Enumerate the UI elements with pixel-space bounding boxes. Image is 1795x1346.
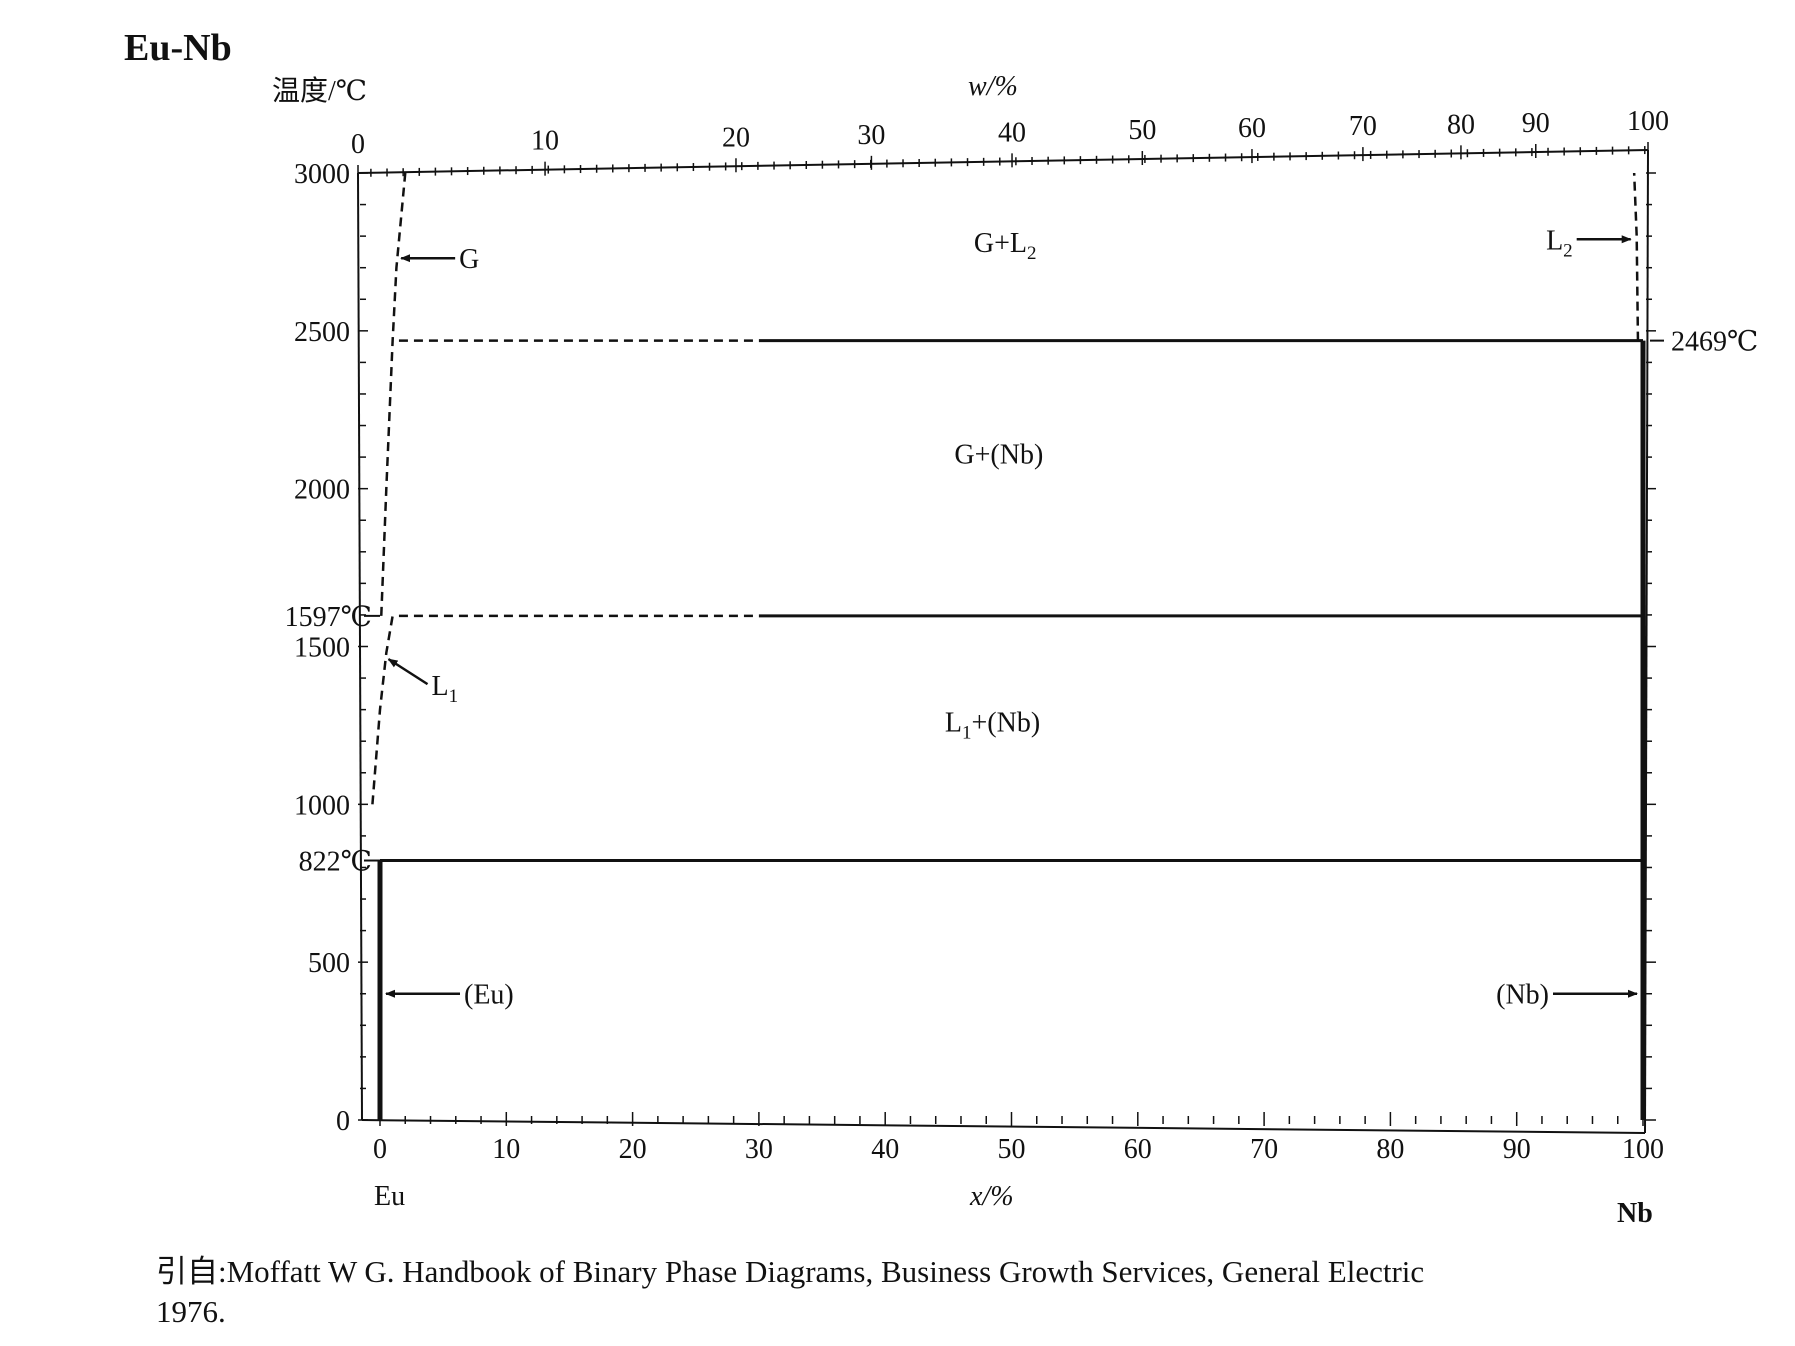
region-subscript: 1: [962, 723, 972, 744]
y-tick-label: 2000: [294, 475, 350, 506]
top-axis-line: [357, 149, 1649, 174]
x-top-tick-label: 100: [1627, 106, 1669, 137]
phase-region-label: G+(Nb): [954, 439, 1043, 470]
y-tick-label: 3000: [294, 159, 350, 190]
phase-region-labels: G+L2 G+(Nb) L1+(Nb): [945, 228, 1043, 744]
bottom-axis-line: [361, 1119, 1646, 1134]
x-top-tick-label: 60: [1238, 113, 1266, 144]
annotation-arrow: [387, 658, 429, 686]
plot-frame: [357, 149, 1649, 1134]
x-top-tick-label: 40: [998, 117, 1026, 148]
axis-ticks: [357, 142, 1656, 1126]
x-bottom-tick-label: 40: [871, 1134, 899, 1165]
phase-region-label: L1+(Nb): [945, 708, 1040, 744]
x-top-tick-label: 50: [1128, 115, 1156, 146]
x-bottom-tick-label: 20: [619, 1134, 647, 1165]
component-left-label: Eu: [374, 1181, 405, 1212]
x-top-axis-label: w/%: [968, 71, 1018, 102]
x-top-tick-label: 20: [722, 122, 750, 153]
special-temperature-labels: 822℃ 1597℃ 2469℃: [285, 327, 1759, 878]
special-temp-label: 2469℃: [1671, 327, 1758, 358]
phase-boundaries: [371, 172, 1646, 1120]
x-top-tick-label: 10: [531, 126, 559, 157]
annotation-subscript: 2: [1563, 240, 1573, 261]
x-bottom-tick-label: 30: [745, 1134, 773, 1165]
boundary-2: [1632, 172, 1640, 341]
x-bottom-tick-label: 10: [492, 1134, 520, 1165]
y-tick-label: 1000: [294, 790, 350, 821]
boundary-1: [371, 615, 394, 805]
x-top-tick-label: 90: [1522, 108, 1550, 139]
x-bottom-axis-label: x/%: [969, 1181, 1014, 1212]
boundary-0: [380, 172, 407, 616]
source-caption-line1: 引自:Moffatt W G. Handbook of Binary Phase…: [156, 1254, 1424, 1289]
y-axis-label: 温度/℃: [272, 75, 367, 107]
component-right-label: Nb: [1617, 1198, 1653, 1229]
annotation-subscript: 1: [449, 686, 459, 707]
annotation-label: (Eu): [464, 980, 514, 1011]
x-bottom-tick-label: 70: [1250, 1134, 1278, 1165]
y-tick-label: 0: [336, 1106, 350, 1137]
x-top-tick-label: 70: [1349, 111, 1377, 142]
annotation-label: G: [459, 244, 479, 275]
x-top-tick-label: 80: [1447, 109, 1475, 140]
x-top-tick-label: 0: [351, 129, 365, 160]
phase-region-label: G+L2: [974, 228, 1037, 264]
special-temp-label: 1597℃: [285, 602, 372, 633]
y-tick-label: 1500: [294, 633, 350, 664]
source-caption-line2: 1976.: [156, 1294, 226, 1329]
x-top-tick-label: 30: [857, 120, 885, 151]
annotation-label: L2: [1546, 225, 1573, 261]
annotation-label: L1: [432, 671, 459, 707]
region-subscript: 2: [1027, 243, 1037, 264]
x-bottom-tick-label: 0: [373, 1134, 387, 1165]
region-tail: +(Nb): [972, 708, 1041, 739]
phase-annotations: G L1 L2 (Eu) (Nb): [385, 225, 1638, 1011]
x-bottom-tick-label: 100: [1622, 1134, 1664, 1165]
x-bottom-tick-label: 50: [998, 1134, 1026, 1165]
special-temp-label: 822℃: [299, 847, 372, 878]
x-bottom-tick-label: 60: [1124, 1134, 1152, 1165]
x-bottom-tick-label: 90: [1503, 1134, 1531, 1165]
annotation-label: (Nb): [1496, 980, 1549, 1011]
diagram-title: Eu-Nb: [124, 27, 232, 69]
y-tick-label: 2500: [294, 317, 350, 348]
x-bottom-tick-label: 80: [1376, 1134, 1404, 1165]
y-tick-label: 500: [308, 948, 350, 979]
